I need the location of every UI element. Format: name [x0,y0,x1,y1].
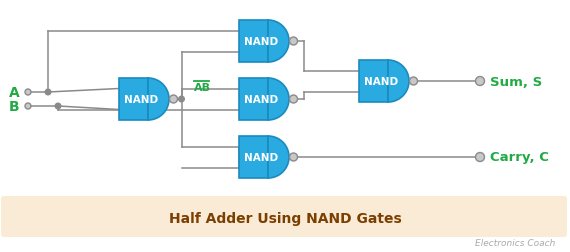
Polygon shape [268,79,289,120]
Circle shape [290,96,298,104]
Text: A: A [9,86,19,100]
Polygon shape [148,79,169,120]
Text: NAND: NAND [364,77,398,87]
Text: NAND: NAND [244,37,278,47]
Text: NAND: NAND [244,94,278,105]
FancyBboxPatch shape [1,196,567,237]
Text: Electronics Coach: Electronics Coach [475,238,555,247]
Polygon shape [119,79,148,120]
Text: NAND: NAND [244,152,278,162]
Circle shape [45,90,51,96]
Circle shape [55,104,61,109]
Circle shape [475,153,484,162]
Polygon shape [239,21,268,63]
Circle shape [290,38,298,46]
Text: Half Adder Using NAND Gates: Half Adder Using NAND Gates [169,211,401,225]
Polygon shape [239,79,268,120]
Polygon shape [388,61,409,103]
Text: B: B [9,100,19,114]
Polygon shape [268,137,289,178]
Circle shape [409,78,417,86]
Circle shape [25,90,31,96]
Circle shape [169,96,177,104]
Text: Sum, S: Sum, S [490,75,542,88]
Text: NAND: NAND [124,94,158,105]
Polygon shape [239,137,268,178]
Polygon shape [268,21,289,63]
Circle shape [25,104,31,110]
Circle shape [179,97,184,102]
Circle shape [290,153,298,161]
Polygon shape [359,61,388,103]
Text: Carry, C: Carry, C [490,151,549,164]
Text: AB: AB [193,83,210,93]
Circle shape [475,77,484,86]
